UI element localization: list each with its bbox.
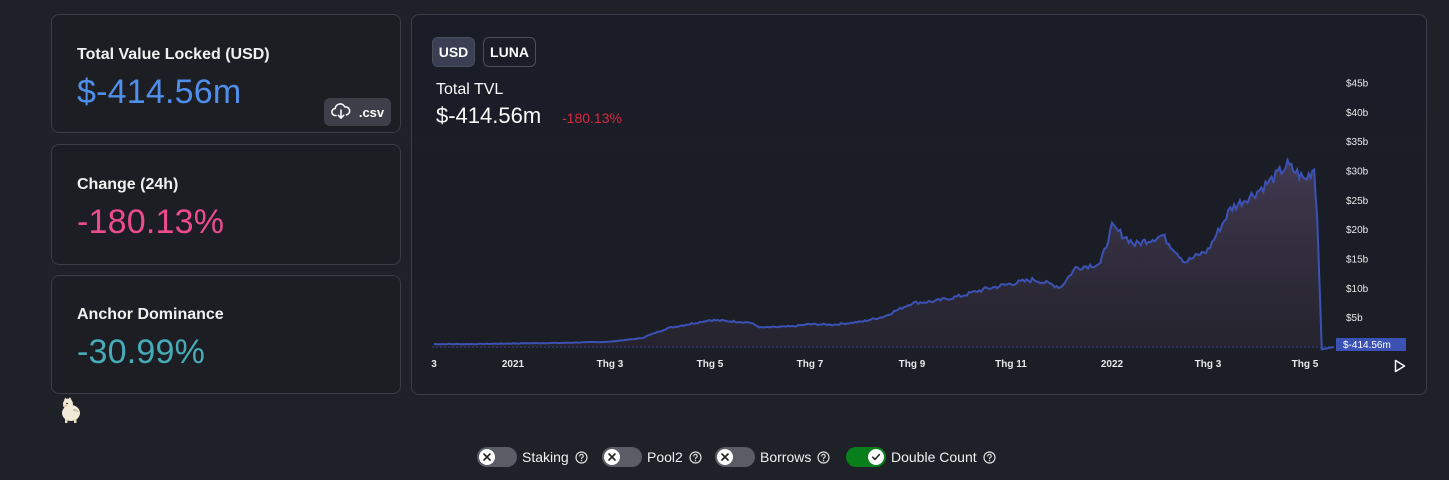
y-tick-label: $25b xyxy=(1346,196,1369,207)
help-icon[interactable] xyxy=(817,450,830,464)
tvl-chart-card: 3 2021 Thg 3 Thg 5 Thg 7 Thg 9 Thg 11 2022 Thg 3… xyxy=(411,14,1427,395)
change-card: Change (24h) -180.13% xyxy=(51,144,401,265)
luna-toggle-button[interactable]: LUNA xyxy=(483,37,536,67)
filter-toggles: Staking Pool2 Borrows Double Count xyxy=(0,445,1449,469)
x-tick-label: 3 xyxy=(431,359,437,370)
double-count-switch[interactable] xyxy=(846,447,886,467)
chart-value: $-414.56m xyxy=(436,103,542,128)
tvl-chart: 3 2021 Thg 3 Thg 5 Thg 7 Thg 9 Thg 11 2022 Thg 3… xyxy=(431,79,1406,370)
dominance-card: Anchor Dominance -30.99% xyxy=(51,275,401,394)
y-tick-label: $15b xyxy=(1346,255,1369,266)
x-icon xyxy=(721,453,729,461)
x-tick-label: Thg 9 xyxy=(899,359,926,370)
pool2-filter: Pool2 xyxy=(602,445,702,469)
check-icon xyxy=(872,453,881,461)
staking-filter: Staking xyxy=(477,445,588,469)
tvl-card: Total Value Locked (USD) $-414.56m .csv xyxy=(51,14,401,133)
x-tick-label: 2021 xyxy=(502,359,525,370)
staking-label: Staking xyxy=(522,449,569,465)
help-icon[interactable] xyxy=(983,450,996,464)
y-tick-label: $10b xyxy=(1346,284,1369,295)
x-tick-label: Thg 7 xyxy=(797,359,824,370)
x-tick-label: Thg 11 xyxy=(995,359,1027,370)
play-icon[interactable] xyxy=(1394,359,1406,378)
dominance-value: -30.99% xyxy=(77,333,206,371)
tvl-label: Total Value Locked (USD) xyxy=(77,46,270,63)
borrows-switch[interactable] xyxy=(715,447,755,467)
x-tick-label: Thg 5 xyxy=(1292,359,1319,370)
x-tick-label: Thg 3 xyxy=(597,359,624,370)
cloud-download-icon xyxy=(330,102,351,123)
chart-change: -180.13% xyxy=(562,110,622,126)
tvl-area xyxy=(432,160,1334,350)
change-value: -180.13% xyxy=(77,203,225,241)
x-icon xyxy=(608,453,616,461)
chart-title: Total TVL xyxy=(436,81,504,98)
y-tick-label: $30b xyxy=(1346,167,1369,178)
y-tick-label: $35b xyxy=(1346,137,1369,148)
x-tick-label: Thg 5 xyxy=(697,359,724,370)
usd-toggle-button[interactable]: USD xyxy=(432,37,475,67)
y-tick-label: $40b xyxy=(1346,108,1369,119)
change-label: Change (24h) xyxy=(77,176,179,193)
borrows-label: Borrows xyxy=(760,449,812,465)
borrows-filter: Borrows xyxy=(715,445,830,469)
tvl-line xyxy=(433,156,1335,351)
current-value-marker: $-414.56m xyxy=(1336,338,1406,351)
double-count-label: Double Count xyxy=(891,449,977,465)
pool2-switch[interactable] xyxy=(602,447,642,467)
x-tick-label: Thg 3 xyxy=(1195,359,1222,370)
pool2-label: Pool2 xyxy=(647,449,683,465)
help-icon[interactable] xyxy=(689,450,702,464)
current-value-label: $-414.56m xyxy=(1343,340,1391,351)
dominance-label: Anchor Dominance xyxy=(77,306,224,323)
staking-switch[interactable] xyxy=(477,447,517,467)
download-csv-button[interactable]: .csv xyxy=(324,98,391,126)
x-tick-label: 2022 xyxy=(1101,359,1124,370)
y-tick-label: $5b xyxy=(1346,313,1363,324)
double-count-filter: Double Count xyxy=(846,445,996,469)
csv-label: .csv xyxy=(358,104,385,120)
y-tick-label: $45b xyxy=(1346,79,1369,90)
x-icon xyxy=(483,453,491,461)
y-tick-label: $20b xyxy=(1346,225,1369,236)
help-icon[interactable] xyxy=(575,450,588,464)
tvl-value: $-414.56m xyxy=(77,73,242,111)
llama-icon xyxy=(59,397,83,423)
